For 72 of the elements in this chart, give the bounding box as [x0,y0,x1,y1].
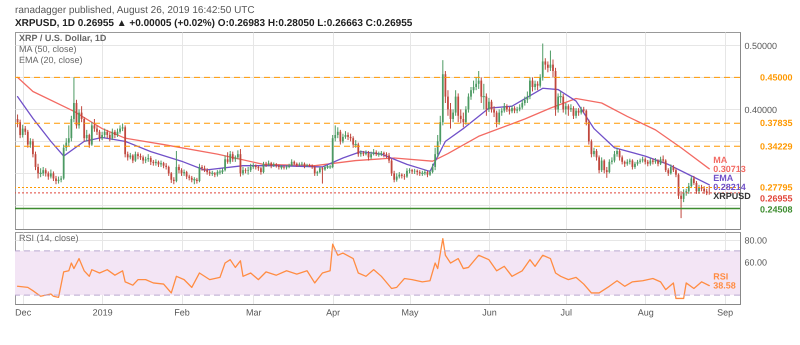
candlestick [244,168,246,174]
candlestick [575,108,577,119]
candlestick [546,60,549,73]
candlestick [224,154,226,172]
candlestick [262,161,264,174]
candlestick [240,148,242,178]
annotation: RSI (14, close) [19,233,79,243]
y-tick-label: 0.50000 [744,40,778,51]
x-tick-label: Apr [326,308,340,318]
series-label: RSI [713,272,728,282]
candlestick [339,129,342,146]
candlestick [78,108,80,130]
ref-line-label: 0.24508 [760,204,793,214]
series-label: EMA [713,172,734,183]
candlestick [76,99,78,130]
x-tick-label: Dec [15,308,32,318]
candlestick [496,110,498,128]
annotation: MA (50, close) [19,44,77,54]
ref-line-label: 0.34229 [760,141,793,152]
x-tick-label: Feb [174,308,190,318]
y-tick-label: 80.00 [744,235,768,246]
ref-line-label: 0.45000 [760,72,793,82]
x-tick-label: Jun [482,308,497,318]
candlestick [529,76,531,100]
candlestick [175,150,178,183]
candlestick [368,150,370,162]
candlestick [98,129,100,142]
candlestick [322,166,324,184]
candlestick [572,106,574,120]
ref-line-label: 0.37835 [760,118,793,128]
annotation: EMA (20, close) [19,55,83,65]
candlestick [564,102,567,116]
candlestick [478,70,480,90]
series-label: MA [713,154,728,165]
y-tick-label: 0.40000 [744,104,778,115]
candlestick [485,92,488,116]
chart-title: ranadagger published, August 26, 2019 16:42:50 UTC [15,5,255,16]
ref-line-label: 0.27795 [760,182,793,192]
chart-subtitle: XRPUSD, 1D 0.26955 ▲ +0.00005 (+0.02%) O:0.26983 H:0.28050 L:0.26663 C:0.26955 [15,18,413,29]
x-tick-label: Aug [638,308,654,318]
data-label: 38.58 [713,280,736,291]
candlestick [708,185,710,196]
candlestick [29,138,32,148]
candlestick [682,188,685,203]
candlestick [52,170,54,182]
candlestick [618,148,620,162]
candlestick [408,168,410,174]
x-tick-label: Sep [717,308,734,318]
candlestick [406,168,408,178]
candlestick [94,118,96,132]
candlestick [488,97,490,112]
candlestick [134,151,136,162]
candlestick [534,80,536,91]
x-tick-label: 2019 [92,308,113,318]
candlestick [226,152,229,164]
candlestick [342,133,344,144]
candlestick [550,50,552,72]
candlestick [614,150,616,163]
candlestick [567,104,570,116]
candlestick [198,163,200,183]
candlestick [632,158,634,170]
annotation: XRP / U.S. Dollar, 1D [19,33,107,43]
x-tick-label: Mar [246,308,262,318]
candlestick [532,76,534,92]
x-tick-label: Jul [560,308,572,318]
candlestick [490,99,492,114]
x-tick-label: May [402,308,420,318]
line-series [16,88,710,186]
ref-line-label: 0.26955 [760,193,793,204]
candlestick [557,92,560,114]
y-tick-label: 60.00 [744,257,768,268]
candlestick [90,122,93,146]
